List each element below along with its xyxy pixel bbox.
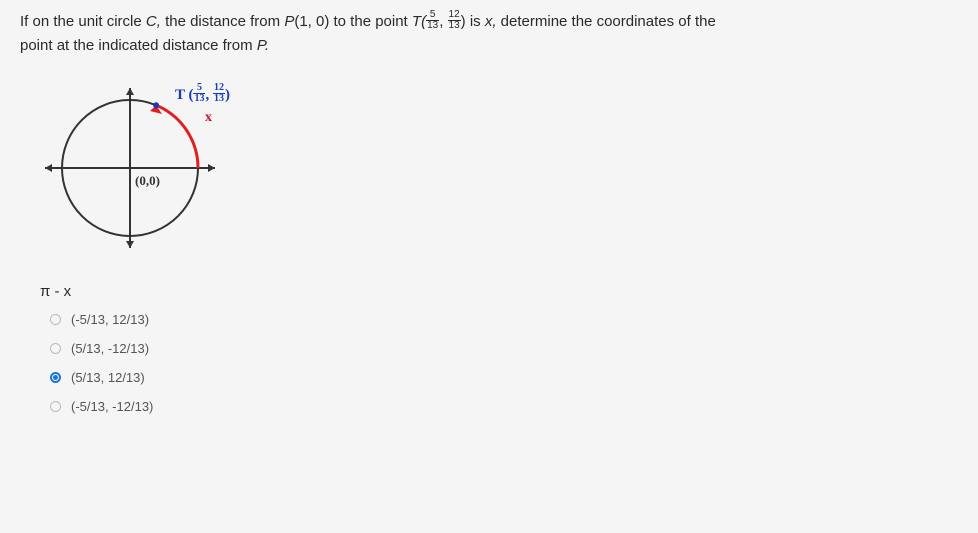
arc-x (156, 105, 198, 168)
radio-b[interactable] (50, 343, 61, 354)
answer-options: (-5/13, 12/13) (5/13, -12/13) (5/13, 12/… (50, 312, 958, 414)
question-line2: point at the indicated distance from P. (20, 37, 269, 54)
arc-x-label: x (205, 110, 212, 126)
x-arrow (208, 164, 215, 172)
radio-d[interactable] (50, 401, 61, 412)
option-d-label: (-5/13, -12/13) (71, 399, 153, 414)
y-arrow-down (126, 241, 134, 248)
radio-c[interactable] (50, 372, 61, 383)
option-a-label: (-5/13, 12/13) (71, 312, 149, 327)
x-arrow-left (45, 164, 52, 172)
question-text: If on the unit circle C, the distance fr… (20, 10, 958, 58)
point-t-marker (153, 102, 159, 108)
option-c[interactable]: (5/13, 12/13) (50, 370, 958, 385)
option-b[interactable]: (5/13, -12/13) (50, 341, 958, 356)
circle-svg (40, 78, 290, 268)
origin-label: (0,0) (135, 173, 160, 189)
y-arrow-up (126, 88, 134, 95)
option-b-label: (5/13, -12/13) (71, 341, 149, 356)
option-a[interactable]: (-5/13, 12/13) (50, 312, 958, 327)
distance-expression: π - x (40, 283, 958, 300)
option-d[interactable]: (-5/13, -12/13) (50, 399, 958, 414)
question-line1: If on the unit circle C, the distance fr… (20, 13, 716, 30)
t-label: T (513, 1213) (175, 85, 230, 106)
unit-circle-diagram: T (513, 1213) x (0,0) (40, 78, 958, 273)
radio-a[interactable] (50, 314, 61, 325)
option-c-label: (5/13, 12/13) (71, 370, 145, 385)
